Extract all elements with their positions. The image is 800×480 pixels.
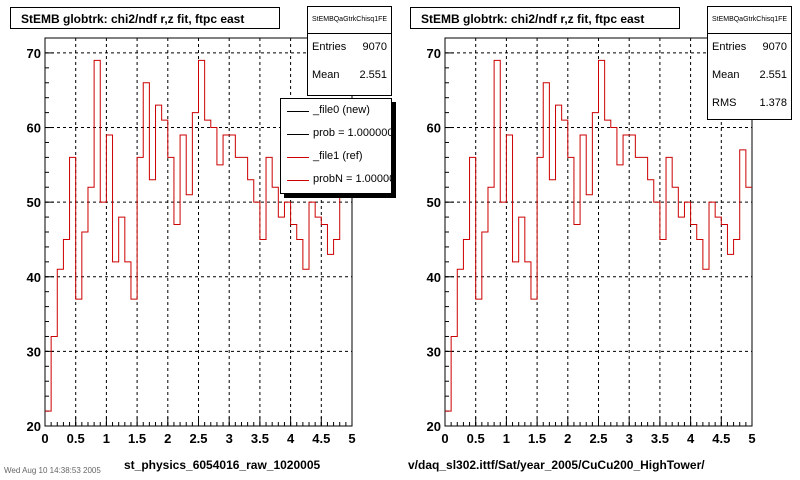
legend-line-swatch [287, 180, 309, 181]
x-tick-label: 4.5 [712, 431, 730, 446]
stats-entries-value: 9070 [362, 41, 387, 53]
x-tick-label: 2.5 [189, 431, 207, 446]
stats-entries-row: Entries 9070 [312, 41, 387, 55]
stats-rms-label: RMS [712, 97, 737, 109]
x-tick-label: 3 [226, 431, 233, 446]
right-stats-box: StEMBQaGtrkChisq1FE Entries 9070 Mean 2.… [707, 6, 792, 120]
x-tick-label: 1 [103, 431, 110, 446]
x-tick-label: 3.5 [251, 431, 269, 446]
x-tick-label: 0 [41, 431, 48, 446]
left-x-axis-label: st_physics_6054016_raw_1020005 [124, 458, 321, 472]
histogram-series-line [445, 59, 752, 412]
histogram-series-line [45, 59, 352, 412]
legend-line-swatch [287, 111, 309, 112]
y-tick-label: 60 [427, 121, 441, 136]
x-tick-label: 1.5 [528, 431, 546, 446]
legend-entry-file1: _file1 (ref) [281, 149, 391, 165]
y-tick-label: 30 [427, 344, 441, 359]
left-histogram-plot: 0 0.5 1 1.5 2 2.5 3 3.5 4 4.5 5 20 30 40 50 60 70 [27, 37, 356, 446]
y-tick-label: 50 [27, 195, 41, 210]
x-tick-label: 4 [287, 431, 295, 446]
stats-entries-row: Entries 9070 [712, 41, 787, 55]
stats-entries-value: 9070 [762, 41, 787, 53]
x-tick-label: 4.5 [312, 431, 330, 446]
stats-entries-label: Entries [712, 41, 747, 53]
x-tick-label: 0 [441, 431, 448, 446]
timestamp-footer: Wed Aug 10 14:38:53 2005 [4, 466, 101, 475]
x-tick-label: 2 [564, 431, 571, 446]
stats-histogram-name: StEMBQaGtrkChisq1FE [708, 7, 791, 34]
stats-rms-value: 1.378 [759, 97, 787, 109]
stats-mean-row: Mean 2.551 [312, 69, 387, 83]
right-x-axis-label: v/daq_sl302.ittf/Sat/year_2005/CuCu200_H… [408, 458, 705, 472]
stats-mean-label: Mean [312, 69, 340, 81]
x-tick-label: 4 [687, 431, 695, 446]
x-tick-label: 5 [348, 431, 355, 446]
x-tick-label: 0.5 [67, 431, 85, 446]
y-tick-label: 20 [27, 419, 41, 434]
right-histogram-plot: 0 0.5 1 1.5 2 2.5 3 3.5 4 4.5 5 20 30 40 50 60 70 [427, 37, 756, 446]
legend-entry-label: probN = 1.000000 [313, 173, 391, 185]
right-histogram-title: StEMB globtrk: chi2/ndf r,z fit, ftpc ea… [410, 7, 680, 29]
legend-entry-label: prob = 1.000000 [313, 127, 392, 139]
legend-line-swatch [287, 157, 309, 158]
stats-mean-label: Mean [712, 69, 740, 81]
legend-entry-label: _file0 (new) [313, 104, 370, 116]
x-tick-label: 3.5 [651, 431, 669, 446]
x-tick-label: 5 [748, 431, 755, 446]
legend-entry-file0: _file0 (new) [281, 103, 391, 119]
x-tick-label: 3 [626, 431, 633, 446]
y-tick-label: 50 [427, 195, 441, 210]
left-histogram-title: StEMB globtrk: chi2/ndf r,z fit, ftpc ea… [10, 7, 280, 29]
y-tick-label: 40 [27, 270, 41, 285]
stats-mean-value: 2.551 [359, 69, 387, 81]
legend-entry-prob: prob = 1.000000 [281, 126, 392, 142]
y-tick-label: 60 [27, 121, 41, 136]
x-tick-label: 1 [503, 431, 510, 446]
y-tick-label: 30 [27, 344, 41, 359]
left-stats-box: StEMBQaGtrkChisq1FE Entries 9070 Mean 2.… [307, 6, 392, 96]
legend-entry-probn: probN = 1.000000 [281, 172, 391, 188]
x-tick-label: 2.5 [589, 431, 607, 446]
stats-mean-row: Mean 2.551 [712, 69, 787, 83]
legend-entry-label: _file1 (ref) [313, 150, 363, 162]
y-tick-label: 40 [427, 270, 441, 285]
y-tick-label: 70 [27, 46, 41, 61]
stats-histogram-name: StEMBQaGtrkChisq1FE [308, 7, 391, 34]
stats-entries-label: Entries [312, 41, 347, 53]
stats-mean-value: 2.551 [759, 69, 787, 81]
stats-rms-row: RMS 1.378 [712, 97, 787, 111]
left-legend: _file0 (new) prob = 1.000000 _file1 (ref… [280, 98, 392, 194]
x-tick-label: 0.5 [467, 431, 485, 446]
x-tick-label: 1.5 [128, 431, 146, 446]
y-tick-label: 70 [427, 46, 441, 61]
legend-line-swatch [287, 134, 309, 135]
x-tick-label: 2 [164, 431, 171, 446]
y-tick-label: 20 [427, 419, 441, 434]
